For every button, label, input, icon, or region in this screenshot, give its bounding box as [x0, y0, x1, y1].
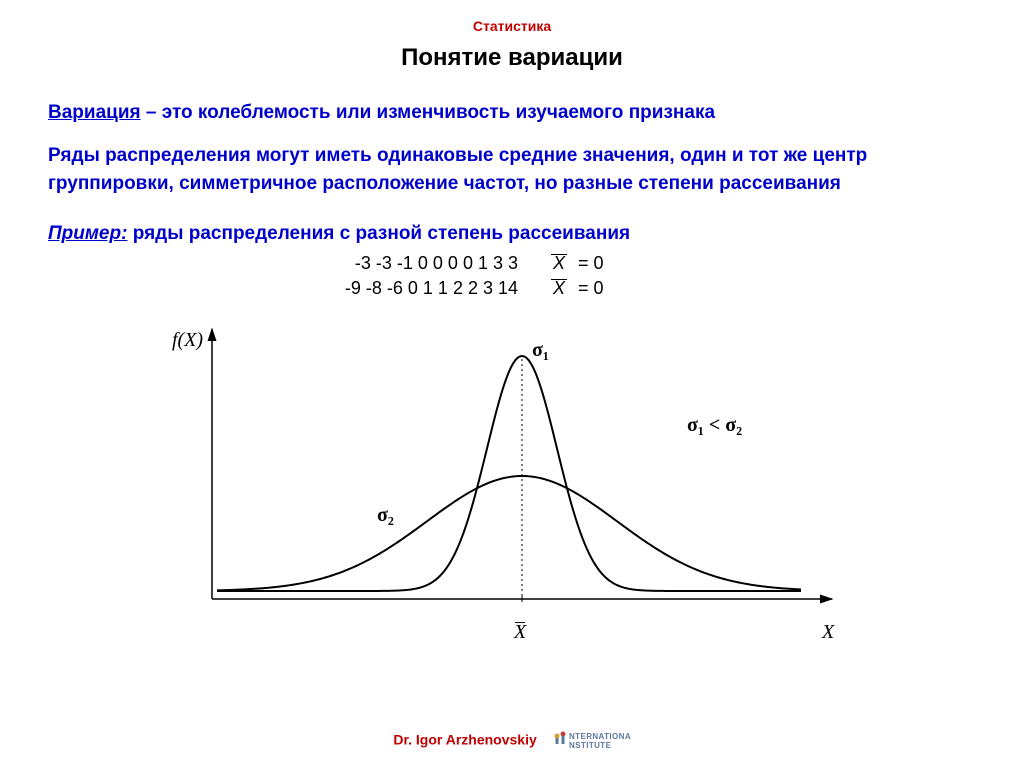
- comparison-label: σ₁ < σ₂: [687, 414, 742, 437]
- content-area: Вариация – это колеблемость или изменчив…: [0, 72, 1024, 639]
- data-row-2: -9 -8 -6 0 1 1 2 2 3 14 X = 0: [48, 278, 976, 299]
- footer-author: Dr. Igor Arzhenovskiy: [393, 732, 536, 748]
- xbar-symbol-2: X: [548, 278, 570, 299]
- example-rest: ряды распределения с разной степень расс…: [127, 223, 630, 244]
- xbar-symbol-1: X: [548, 253, 570, 274]
- header-subject: Статистика: [0, 0, 1024, 34]
- sigma1-label: σ₁: [532, 339, 549, 362]
- row2-mean: = 0: [570, 278, 604, 299]
- definition-rest: – это колеблемость или изменчивость изуч…: [141, 102, 715, 123]
- definition-line: Вариация – это колеблемость или изменчив…: [48, 102, 976, 124]
- page-title: Понятие вариации: [0, 44, 1024, 72]
- x-axis-label: X: [822, 621, 834, 644]
- logo-text-bot: NSTITUTE: [569, 741, 612, 750]
- sigma2-label: σ₂: [377, 504, 394, 527]
- description-paragraph: Ряды распределения могут иметь одинаковы…: [48, 142, 976, 197]
- definition-term: Вариация: [48, 102, 141, 123]
- row2-values: -9 -8 -6 0 1 1 2 2 3 14: [48, 278, 548, 299]
- example-data: -3 -3 -1 0 0 0 0 1 3 3 X = 0 -9 -8 -6 0 …: [48, 253, 976, 299]
- example-heading: Пример: ряды распределения с разной степ…: [48, 223, 976, 245]
- y-axis-label: f(X): [172, 329, 203, 352]
- footer: Dr. Igor Arzhenovskiy NTERNATIONAL NSTIT…: [0, 729, 1024, 753]
- logo-text-top: NTERNATIONAL: [569, 732, 631, 741]
- footer-logo-icon: NTERNATIONAL NSTITUTE: [551, 729, 631, 753]
- row1-mean: = 0: [570, 253, 604, 274]
- row1-values: -3 -3 -1 0 0 0 0 1 3 3: [48, 253, 548, 274]
- chart-svg: [132, 309, 892, 639]
- data-row-1: -3 -3 -1 0 0 0 0 1 3 3 X = 0: [48, 253, 976, 274]
- example-label: Пример:: [48, 223, 127, 244]
- mean-axis-label: X: [514, 621, 526, 644]
- distribution-chart: f(X) σ₁ σ₂ σ₁ < σ₂ X X: [132, 309, 892, 639]
